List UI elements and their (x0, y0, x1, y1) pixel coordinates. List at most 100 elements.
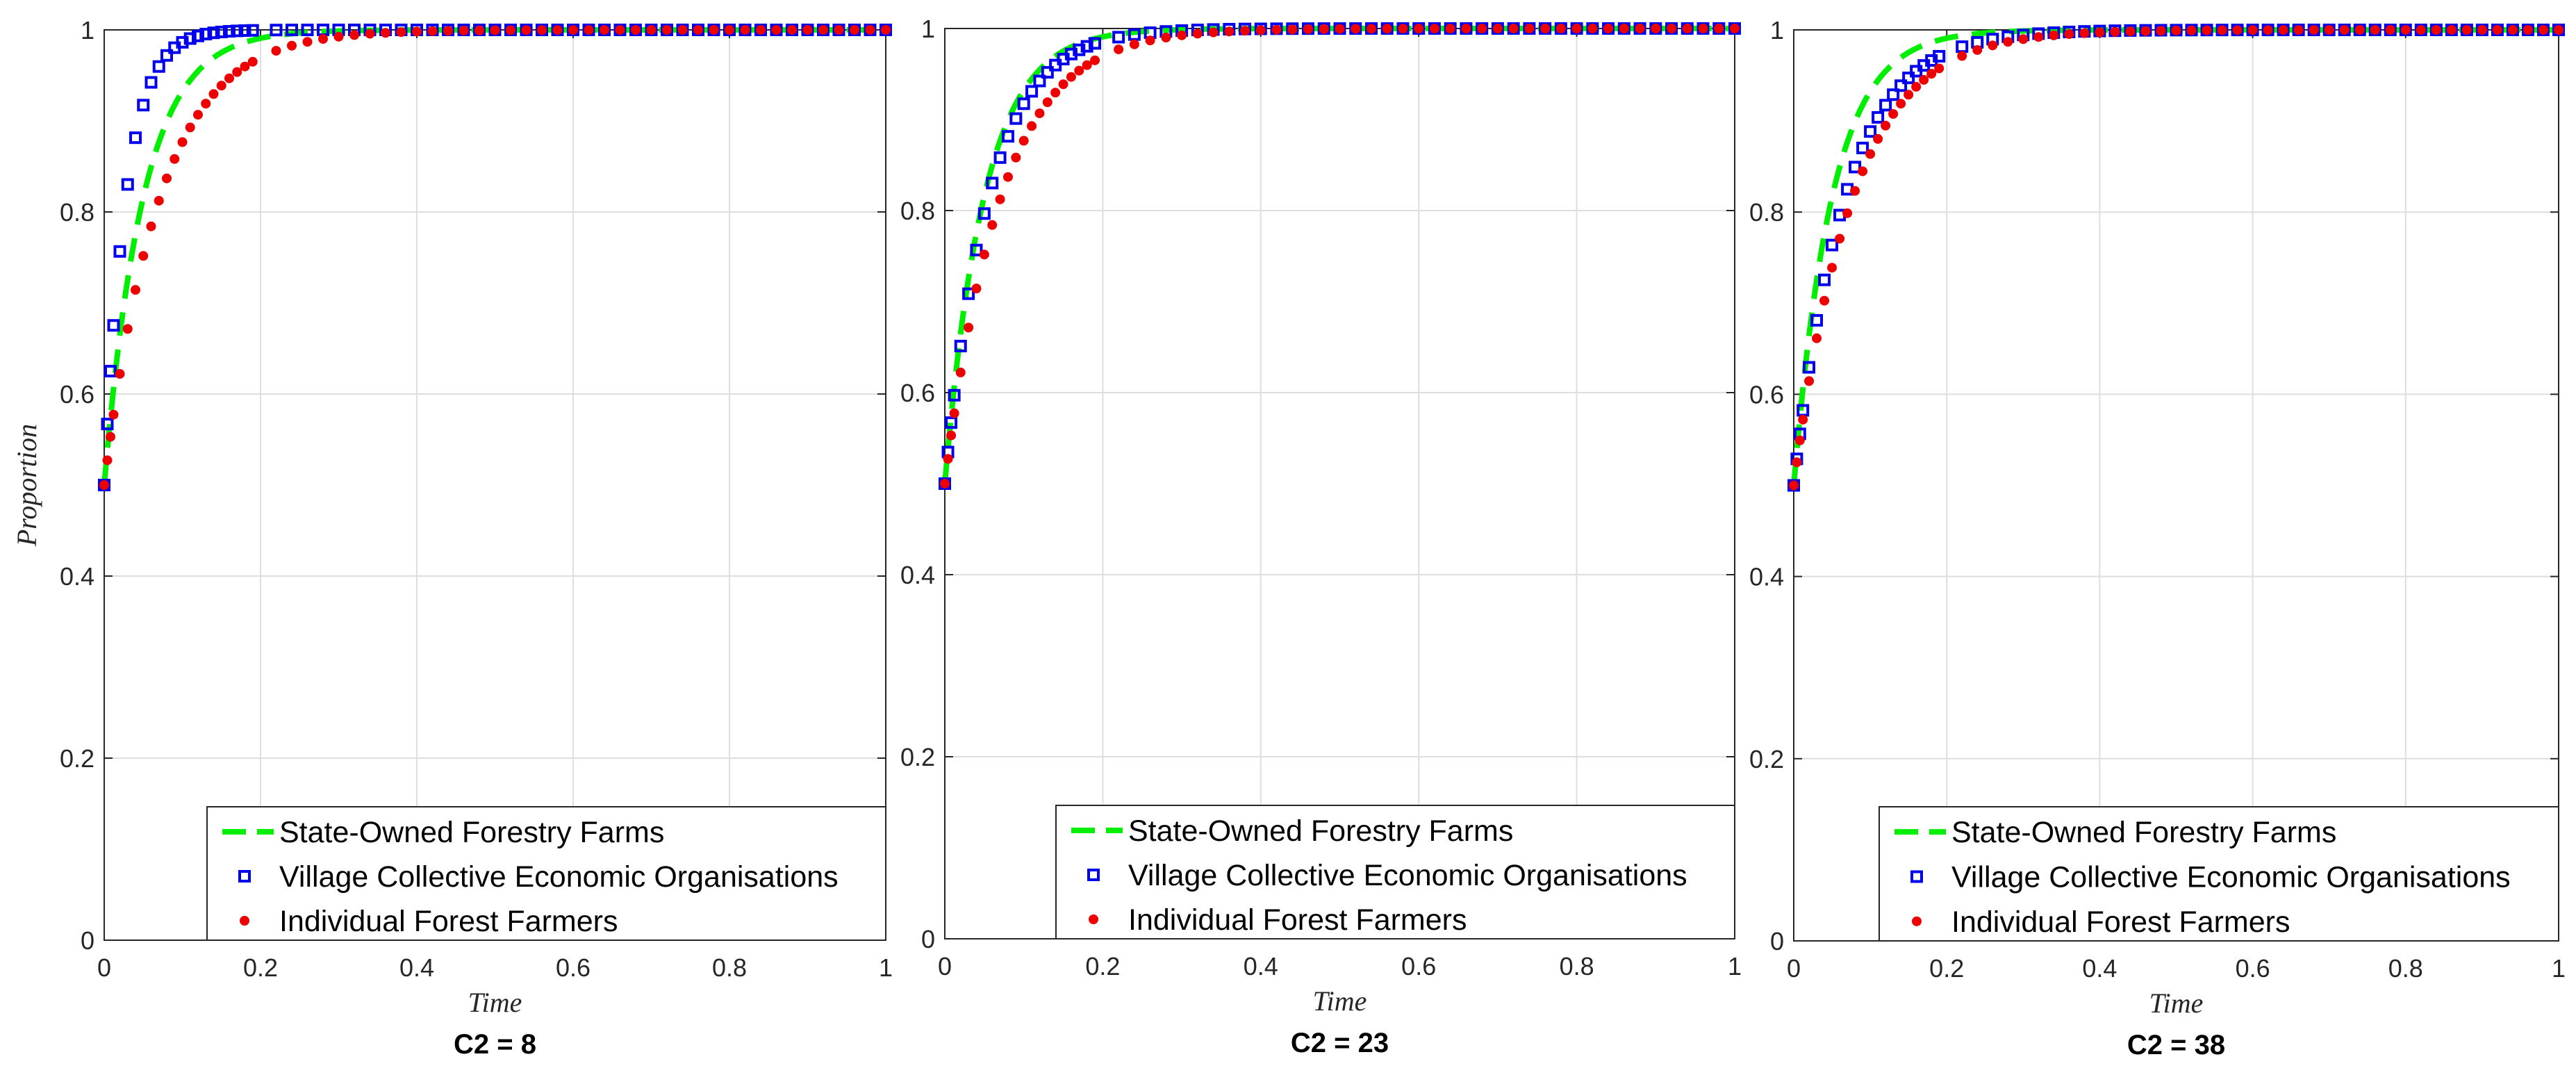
data-point-individual (427, 26, 438, 36)
y-tick-label: 0.4 (60, 562, 94, 591)
data-point-individual (537, 25, 547, 35)
series-layer (1787, 24, 2565, 492)
data-point-individual (568, 25, 578, 35)
data-point-village (145, 76, 158, 89)
data-point-individual (1161, 32, 1171, 42)
data-point-individual (349, 30, 359, 40)
data-point-individual (2400, 25, 2411, 35)
data-point-individual (2171, 25, 2181, 35)
data-point-individual (646, 25, 657, 35)
data-point-individual (102, 455, 113, 466)
data-point-individual (1667, 24, 1677, 34)
data-point-village (107, 319, 120, 332)
data-point-individual (1555, 24, 1566, 34)
data-point-individual (1714, 24, 1724, 34)
data-point-individual (2431, 25, 2441, 35)
plot-area (104, 30, 886, 940)
data-point-individual (2370, 25, 2380, 35)
data-point-individual (318, 33, 328, 44)
data-point-individual (1789, 480, 1799, 491)
data-point-individual (1066, 72, 1076, 82)
data-point-individual (474, 25, 484, 35)
data-point-individual (1445, 24, 1455, 34)
x-tick-label: 0.2 (243, 953, 278, 982)
data-point-village (1112, 31, 1125, 44)
data-point-individual (1351, 24, 1361, 34)
data-point-village (962, 287, 975, 300)
data-point-individual (2095, 27, 2105, 38)
data-point-village (129, 131, 142, 145)
plot-area (1794, 30, 2559, 941)
data-point-individual (709, 25, 719, 35)
data-point-individual (949, 408, 959, 418)
data-point-individual (1508, 24, 1519, 34)
data-point-village (1894, 79, 1908, 92)
data-point-individual (201, 99, 211, 109)
data-point-individual (396, 27, 406, 38)
data-point-village (160, 49, 173, 62)
data-point-individual (943, 454, 953, 464)
data-point-individual (1603, 24, 1614, 34)
data-point-individual (1524, 24, 1535, 34)
legend-swatch-village (1087, 869, 1100, 881)
data-point-individual (1335, 24, 1345, 34)
data-point-individual (1865, 149, 1876, 159)
x-tick-label: 0 (1787, 954, 1801, 983)
legend-label: Individual Forest Farmers (279, 905, 618, 938)
data-point-individual (2079, 28, 2090, 38)
data-point-individual (850, 25, 859, 35)
data-point-individual (995, 194, 1005, 204)
data-point-village (1128, 28, 1141, 41)
data-point-individual (1114, 44, 1124, 55)
data-point-village (1025, 85, 1039, 98)
data-point-individual (2507, 25, 2518, 35)
data-point-individual (271, 46, 281, 56)
data-point-individual (552, 25, 563, 35)
data-point-individual (459, 26, 469, 36)
data-point-village (1009, 112, 1023, 125)
x-tick-label: 0.2 (1085, 952, 1120, 980)
data-point-individual (1698, 24, 1708, 34)
data-point-individual (443, 26, 453, 36)
y-tick-label: 0.8 (900, 197, 935, 225)
legend-label: State-Owned Forestry Farms (1951, 816, 2336, 849)
x-tick-label: 0.6 (556, 953, 591, 982)
data-point-individual (240, 61, 250, 72)
data-point-individual (232, 67, 242, 77)
data-point-individual (2049, 30, 2059, 40)
data-point-individual (193, 110, 203, 120)
data-point-village (192, 29, 204, 42)
data-point-village (970, 243, 983, 256)
data-point-individual (955, 368, 966, 378)
data-point-individual (2538, 25, 2548, 35)
x-axis-label: Time (468, 987, 522, 1018)
data-point-individual (1082, 60, 1092, 70)
x-tick-label: 0.6 (1401, 952, 1436, 980)
y-tick-label: 1 (921, 15, 935, 43)
data-point-individual (1957, 51, 1967, 61)
data-point-individual (1303, 24, 1314, 35)
data-point-individual (521, 25, 531, 35)
data-point-individual (162, 173, 172, 183)
data-point-individual (677, 25, 688, 35)
data-point-individual (1208, 27, 1219, 38)
data-point-individual (2202, 25, 2212, 35)
x-tick-label: 1 (2552, 954, 2566, 983)
x-tick-label: 1 (1728, 952, 1742, 980)
data-point-individual (964, 322, 974, 333)
x-tick-label: 0.8 (1560, 952, 1594, 980)
data-point-individual (1319, 24, 1329, 34)
data-point-village (223, 25, 236, 38)
data-point-individual (1835, 233, 1845, 244)
y-axis-label: Proportion (11, 424, 42, 547)
data-point-individual (2125, 26, 2136, 37)
legend-label: Individual Forest Farmers (1128, 903, 1467, 937)
data-point-individual (1804, 376, 1815, 386)
y-tick-label: 0.8 (60, 198, 94, 227)
data-point-village (101, 418, 114, 431)
data-point-individual (412, 26, 422, 37)
y-tick-label: 0.4 (1749, 563, 1784, 591)
y-tick-label: 0.4 (900, 561, 935, 589)
data-point-individual (1792, 457, 1802, 468)
data-point-village (1001, 130, 1014, 143)
